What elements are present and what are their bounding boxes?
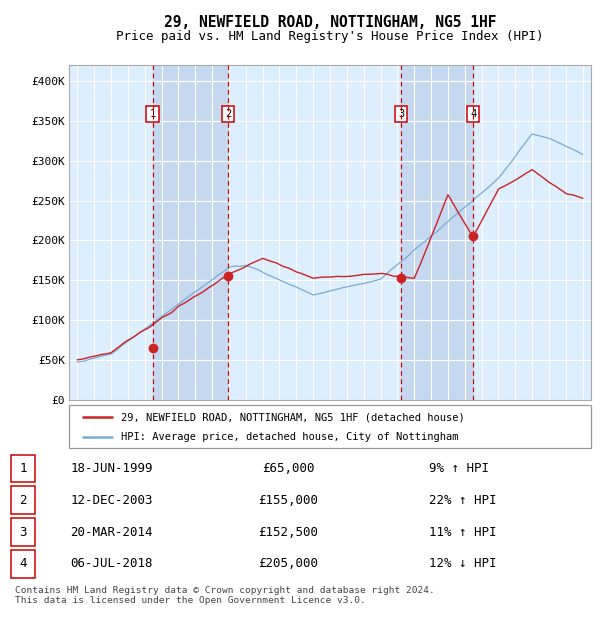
Text: Price paid vs. HM Land Registry's House Price Index (HPI): Price paid vs. HM Land Registry's House …: [116, 30, 544, 43]
Text: 12-DEC-2003: 12-DEC-2003: [71, 494, 153, 507]
Text: 29, NEWFIELD ROAD, NOTTINGHAM, NG5 1HF (detached house): 29, NEWFIELD ROAD, NOTTINGHAM, NG5 1HF (…: [121, 412, 465, 422]
Text: £155,000: £155,000: [258, 494, 318, 507]
Text: 18-JUN-1999: 18-JUN-1999: [71, 462, 153, 475]
Text: 4: 4: [19, 557, 27, 570]
Text: 9% ↑ HPI: 9% ↑ HPI: [430, 462, 490, 475]
Text: 11% ↑ HPI: 11% ↑ HPI: [430, 526, 497, 539]
Text: 4: 4: [470, 108, 476, 118]
FancyBboxPatch shape: [11, 486, 35, 514]
Text: Contains HM Land Registry data © Crown copyright and database right 2024.
This d: Contains HM Land Registry data © Crown c…: [15, 586, 435, 605]
FancyBboxPatch shape: [11, 454, 35, 482]
Text: 22% ↑ HPI: 22% ↑ HPI: [430, 494, 497, 507]
Text: £65,000: £65,000: [262, 462, 314, 475]
Text: 3: 3: [19, 526, 27, 539]
Text: £205,000: £205,000: [258, 557, 318, 570]
Bar: [401, 65, 473, 400]
Text: 06-JUL-2018: 06-JUL-2018: [71, 557, 153, 570]
Bar: [152, 65, 228, 400]
FancyBboxPatch shape: [11, 518, 35, 546]
FancyBboxPatch shape: [11, 550, 35, 578]
Text: 20-MAR-2014: 20-MAR-2014: [71, 526, 153, 539]
Text: 29, NEWFIELD ROAD, NOTTINGHAM, NG5 1HF: 29, NEWFIELD ROAD, NOTTINGHAM, NG5 1HF: [164, 15, 496, 30]
Text: 1: 1: [19, 462, 27, 475]
Text: 12% ↓ HPI: 12% ↓ HPI: [430, 557, 497, 570]
Text: HPI: Average price, detached house, City of Nottingham: HPI: Average price, detached house, City…: [121, 432, 459, 442]
Text: 3: 3: [398, 108, 404, 118]
Text: 1: 1: [149, 108, 155, 118]
Text: £152,500: £152,500: [258, 526, 318, 539]
Text: 2: 2: [19, 494, 27, 507]
Text: 2: 2: [225, 108, 231, 118]
